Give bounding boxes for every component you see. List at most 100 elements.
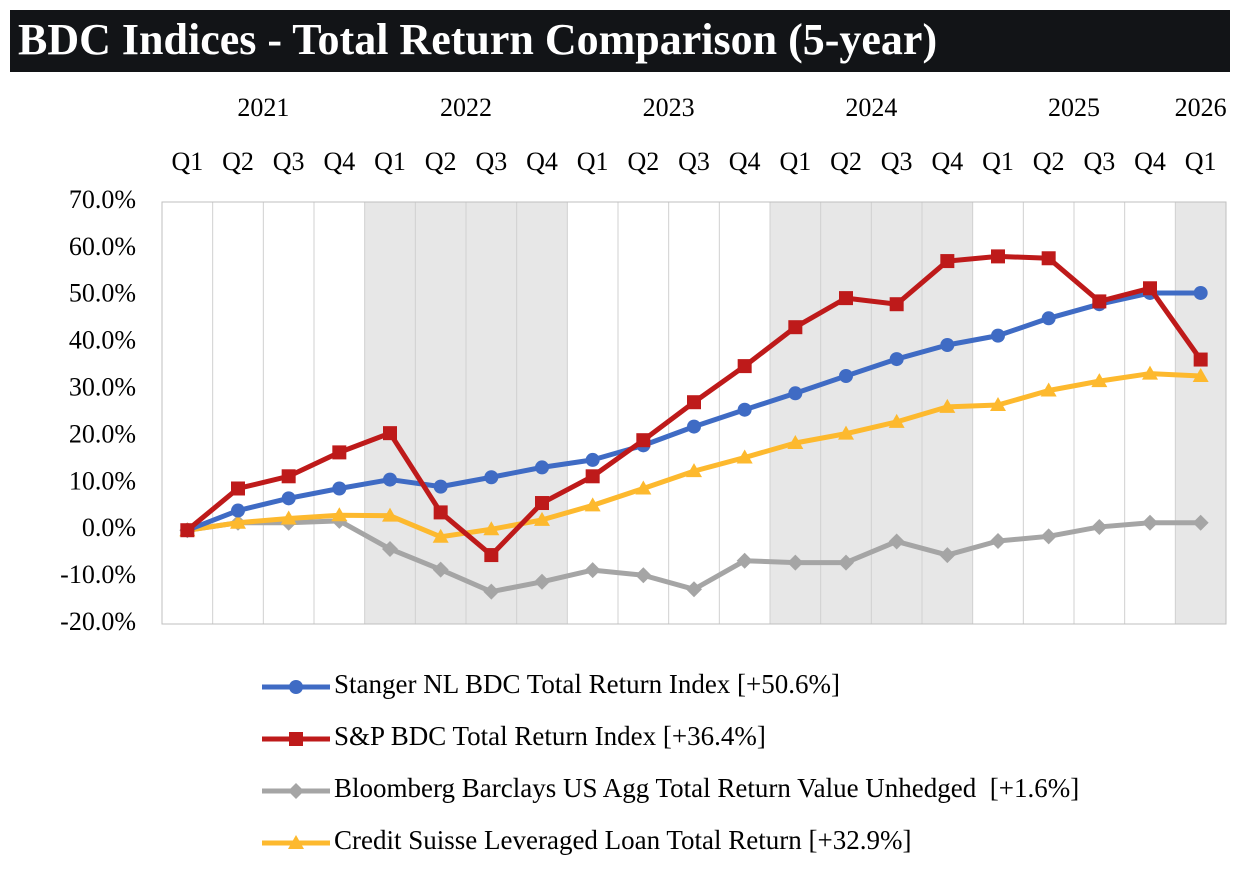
legend-marker — [289, 732, 303, 746]
marker — [585, 469, 600, 484]
marker — [636, 433, 651, 448]
y-tick-label: 70.0% — [69, 185, 136, 214]
x-tick-label: Q1 — [171, 147, 203, 176]
x-tick-label: Q1 — [982, 147, 1014, 176]
marker — [888, 533, 905, 550]
marker — [888, 413, 905, 428]
y-tick-label: -10.0% — [60, 560, 136, 589]
year-label: 2026 — [1175, 93, 1227, 122]
marker — [787, 435, 804, 450]
legend-label: Stanger NL BDC Total Return Index [+50.6… — [334, 669, 840, 699]
plot-border — [161, 201, 1227, 625]
y-tick-label: 0.0% — [82, 513, 136, 542]
legend-label: S&P BDC Total Return Index [+36.4%] — [334, 721, 766, 751]
marker — [990, 533, 1006, 550]
marker — [484, 470, 499, 485]
x-tick-label: Q2 — [425, 147, 457, 176]
marker — [332, 445, 347, 460]
marker — [231, 481, 245, 496]
marker — [1142, 514, 1158, 531]
marker — [280, 510, 297, 525]
marker — [180, 523, 195, 538]
x-tick-label: Q1 — [374, 147, 406, 176]
marker — [534, 573, 550, 590]
x-tick-label: Q2 — [627, 147, 659, 176]
marker — [838, 425, 854, 440]
y-tick-label: 30.0% — [69, 373, 136, 402]
x-tick-label: Q4 — [729, 147, 761, 176]
title-bar — [10, 10, 1230, 72]
x-tick-label: Q3 — [881, 147, 913, 176]
marker — [939, 398, 956, 413]
marker — [686, 463, 702, 478]
year-label: 2023 — [643, 93, 695, 122]
year-label: 2024 — [845, 93, 897, 122]
marker — [1040, 382, 1057, 397]
marker — [635, 480, 652, 495]
marker — [991, 249, 1005, 264]
marker — [433, 479, 448, 494]
marker — [332, 481, 347, 496]
marker — [432, 561, 449, 578]
year-label: 2022 — [440, 93, 492, 122]
marker — [889, 297, 904, 312]
marker — [736, 449, 753, 464]
marker — [1040, 528, 1057, 545]
x-tick-label: Q2 — [830, 147, 862, 176]
chart-title: BDC Indices - Total Return Comparison (5… — [18, 15, 937, 64]
marker — [1143, 281, 1157, 296]
x-tick-label: Q4 — [526, 147, 558, 176]
marker — [940, 254, 955, 269]
marker — [584, 562, 601, 579]
x-tick-label: Q1 — [1185, 147, 1217, 176]
x-tick-label: Q2 — [222, 147, 254, 176]
x-tick-label: Q1 — [779, 147, 811, 176]
x-tick-label: Q3 — [273, 147, 305, 176]
legend-marker — [288, 835, 304, 849]
marker — [432, 528, 449, 543]
marker — [839, 368, 853, 383]
marker — [939, 547, 956, 564]
marker — [940, 338, 955, 353]
marker — [433, 505, 448, 520]
marker — [535, 496, 549, 511]
marker — [231, 503, 245, 518]
x-tick-label: Q1 — [577, 147, 609, 176]
marker — [635, 567, 652, 584]
marker — [737, 402, 752, 417]
marker — [839, 291, 853, 306]
marker — [1192, 514, 1209, 531]
legend-label: Bloomberg Barclays US Agg Total Return V… — [334, 773, 1079, 803]
marker — [483, 521, 500, 536]
x-tick-label: Q4 — [323, 147, 355, 176]
marker — [331, 507, 348, 522]
marker — [1091, 518, 1108, 535]
year-label: 2025 — [1048, 93, 1100, 122]
x-tick-label: Q3 — [1083, 147, 1115, 176]
marker — [991, 328, 1005, 343]
y-tick-label: -20.0% — [60, 607, 136, 636]
marker — [383, 426, 397, 441]
x-tick-label: Q4 — [931, 147, 963, 176]
marker — [281, 491, 296, 506]
year-label: 2021 — [237, 93, 289, 122]
marker — [687, 419, 701, 434]
marker — [535, 460, 549, 475]
marker — [737, 359, 752, 374]
x-tick-label: Q4 — [1134, 147, 1166, 176]
y-tick-label: 40.0% — [69, 326, 136, 355]
marker — [1192, 367, 1209, 382]
marker — [585, 452, 600, 467]
marker — [484, 548, 499, 563]
marker — [889, 352, 904, 367]
marker — [382, 540, 398, 557]
marker — [281, 469, 296, 484]
y-tick-label: 10.0% — [69, 466, 136, 495]
marker — [838, 554, 854, 571]
x-tick-label: Q3 — [678, 147, 710, 176]
marker — [687, 395, 701, 410]
marker — [1041, 311, 1056, 326]
year-shade — [1175, 202, 1226, 624]
legend-marker — [288, 783, 304, 799]
